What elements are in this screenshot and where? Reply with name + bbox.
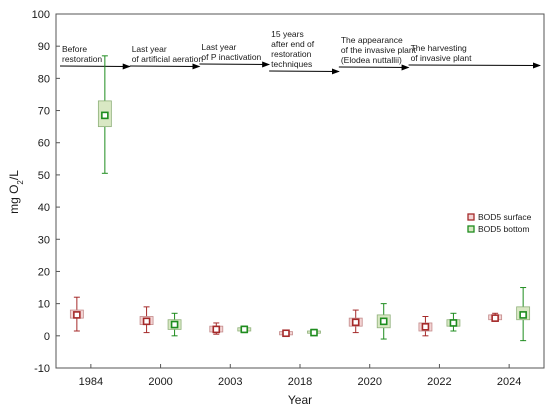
annotation-label: The harvesting of invasive plant: [411, 43, 473, 63]
y-tick-label: 40: [38, 202, 50, 214]
legend-swatch-surface: [467, 213, 475, 221]
median-marker: [170, 320, 179, 329]
y-tick-label: 0: [44, 331, 50, 343]
median-marker: [351, 318, 360, 327]
box-series-layer: [69, 55, 531, 342]
x-tick-label: 2003: [218, 376, 242, 388]
median-marker: [282, 329, 290, 338]
annotation-arrow: [408, 62, 541, 69]
x-axis: 1984 2000 2003 2018 2020 2022 2024: [79, 364, 521, 388]
box-bottom: [237, 325, 252, 334]
y-tick-label: 30: [38, 234, 50, 246]
annotation-arrow: [199, 61, 271, 68]
median-marker: [421, 323, 430, 331]
annotation-label: The appearance of the invasive plant (Elod…: [341, 35, 417, 65]
x-axis-title: Year: [288, 393, 312, 407]
median-marker: [449, 319, 458, 327]
annotation-arrow: [129, 63, 201, 70]
annotation-label: 15 years after end of restoration technique…: [271, 29, 315, 69]
median-marker: [73, 311, 81, 319]
y-tick-label: 10: [38, 299, 50, 311]
x-tick-label: 2018: [288, 376, 312, 388]
x-tick-label: 2020: [357, 376, 381, 388]
box-bottom: [446, 312, 461, 332]
y-tick-label: 50: [38, 170, 50, 182]
y-tick-label: -10: [34, 363, 50, 375]
legend-swatch-bottom: [467, 225, 475, 233]
annotation-arrow: [269, 68, 340, 75]
median-marker: [519, 311, 527, 319]
box-surface: [279, 329, 293, 338]
box-surface: [488, 312, 503, 322]
box-surface: [139, 306, 154, 334]
y-tick-label: 70: [38, 106, 50, 118]
x-tick-label: 2024: [497, 376, 521, 388]
legend-label-surface: BOD5 surface: [478, 212, 532, 222]
x-tick-label: 2022: [427, 376, 451, 388]
box-bottom: [97, 55, 112, 174]
y-tick-label: 60: [38, 138, 50, 150]
box-surface: [418, 316, 433, 337]
annotation-arrow: [338, 64, 410, 71]
box-bottom: [307, 328, 321, 337]
y-tick-label: 20: [38, 266, 50, 278]
annotation-label: Last year of P inactivation: [201, 42, 261, 62]
median-marker: [142, 317, 151, 326]
annotation-layer: Before restoration Last year of artificial …: [59, 29, 541, 75]
box-surface: [348, 309, 363, 334]
annotation-label: Before restoration: [62, 44, 102, 64]
median-marker: [101, 111, 109, 120]
box-bottom: [167, 312, 182, 337]
box-surface: [209, 322, 224, 335]
median-marker: [310, 328, 318, 337]
x-tick-label: 2000: [148, 376, 172, 388]
box-bottom: [516, 287, 531, 342]
y-tick-label: 100: [32, 9, 50, 21]
annotation-label: Last year of artificial aeration: [132, 44, 204, 64]
legend-label-bottom: BOD5 bottom: [478, 224, 530, 234]
median-marker: [379, 317, 388, 326]
median-marker: [491, 314, 499, 322]
median-marker: [240, 325, 249, 334]
y-axis: -10 0 10 20 30 40 50 60 70 80 90 100: [32, 9, 60, 375]
y-axis-title: mg O2/L: [7, 170, 25, 214]
annotation-arrow: [59, 63, 131, 70]
y-tick-label: 90: [38, 41, 50, 53]
y-tick-label: 80: [38, 73, 50, 85]
legend: BOD5 surface BOD5 bottom: [467, 212, 532, 234]
box-surface: [69, 296, 84, 332]
x-tick-label: 1984: [79, 376, 103, 388]
median-marker: [212, 325, 221, 334]
box-bottom: [376, 303, 391, 340]
